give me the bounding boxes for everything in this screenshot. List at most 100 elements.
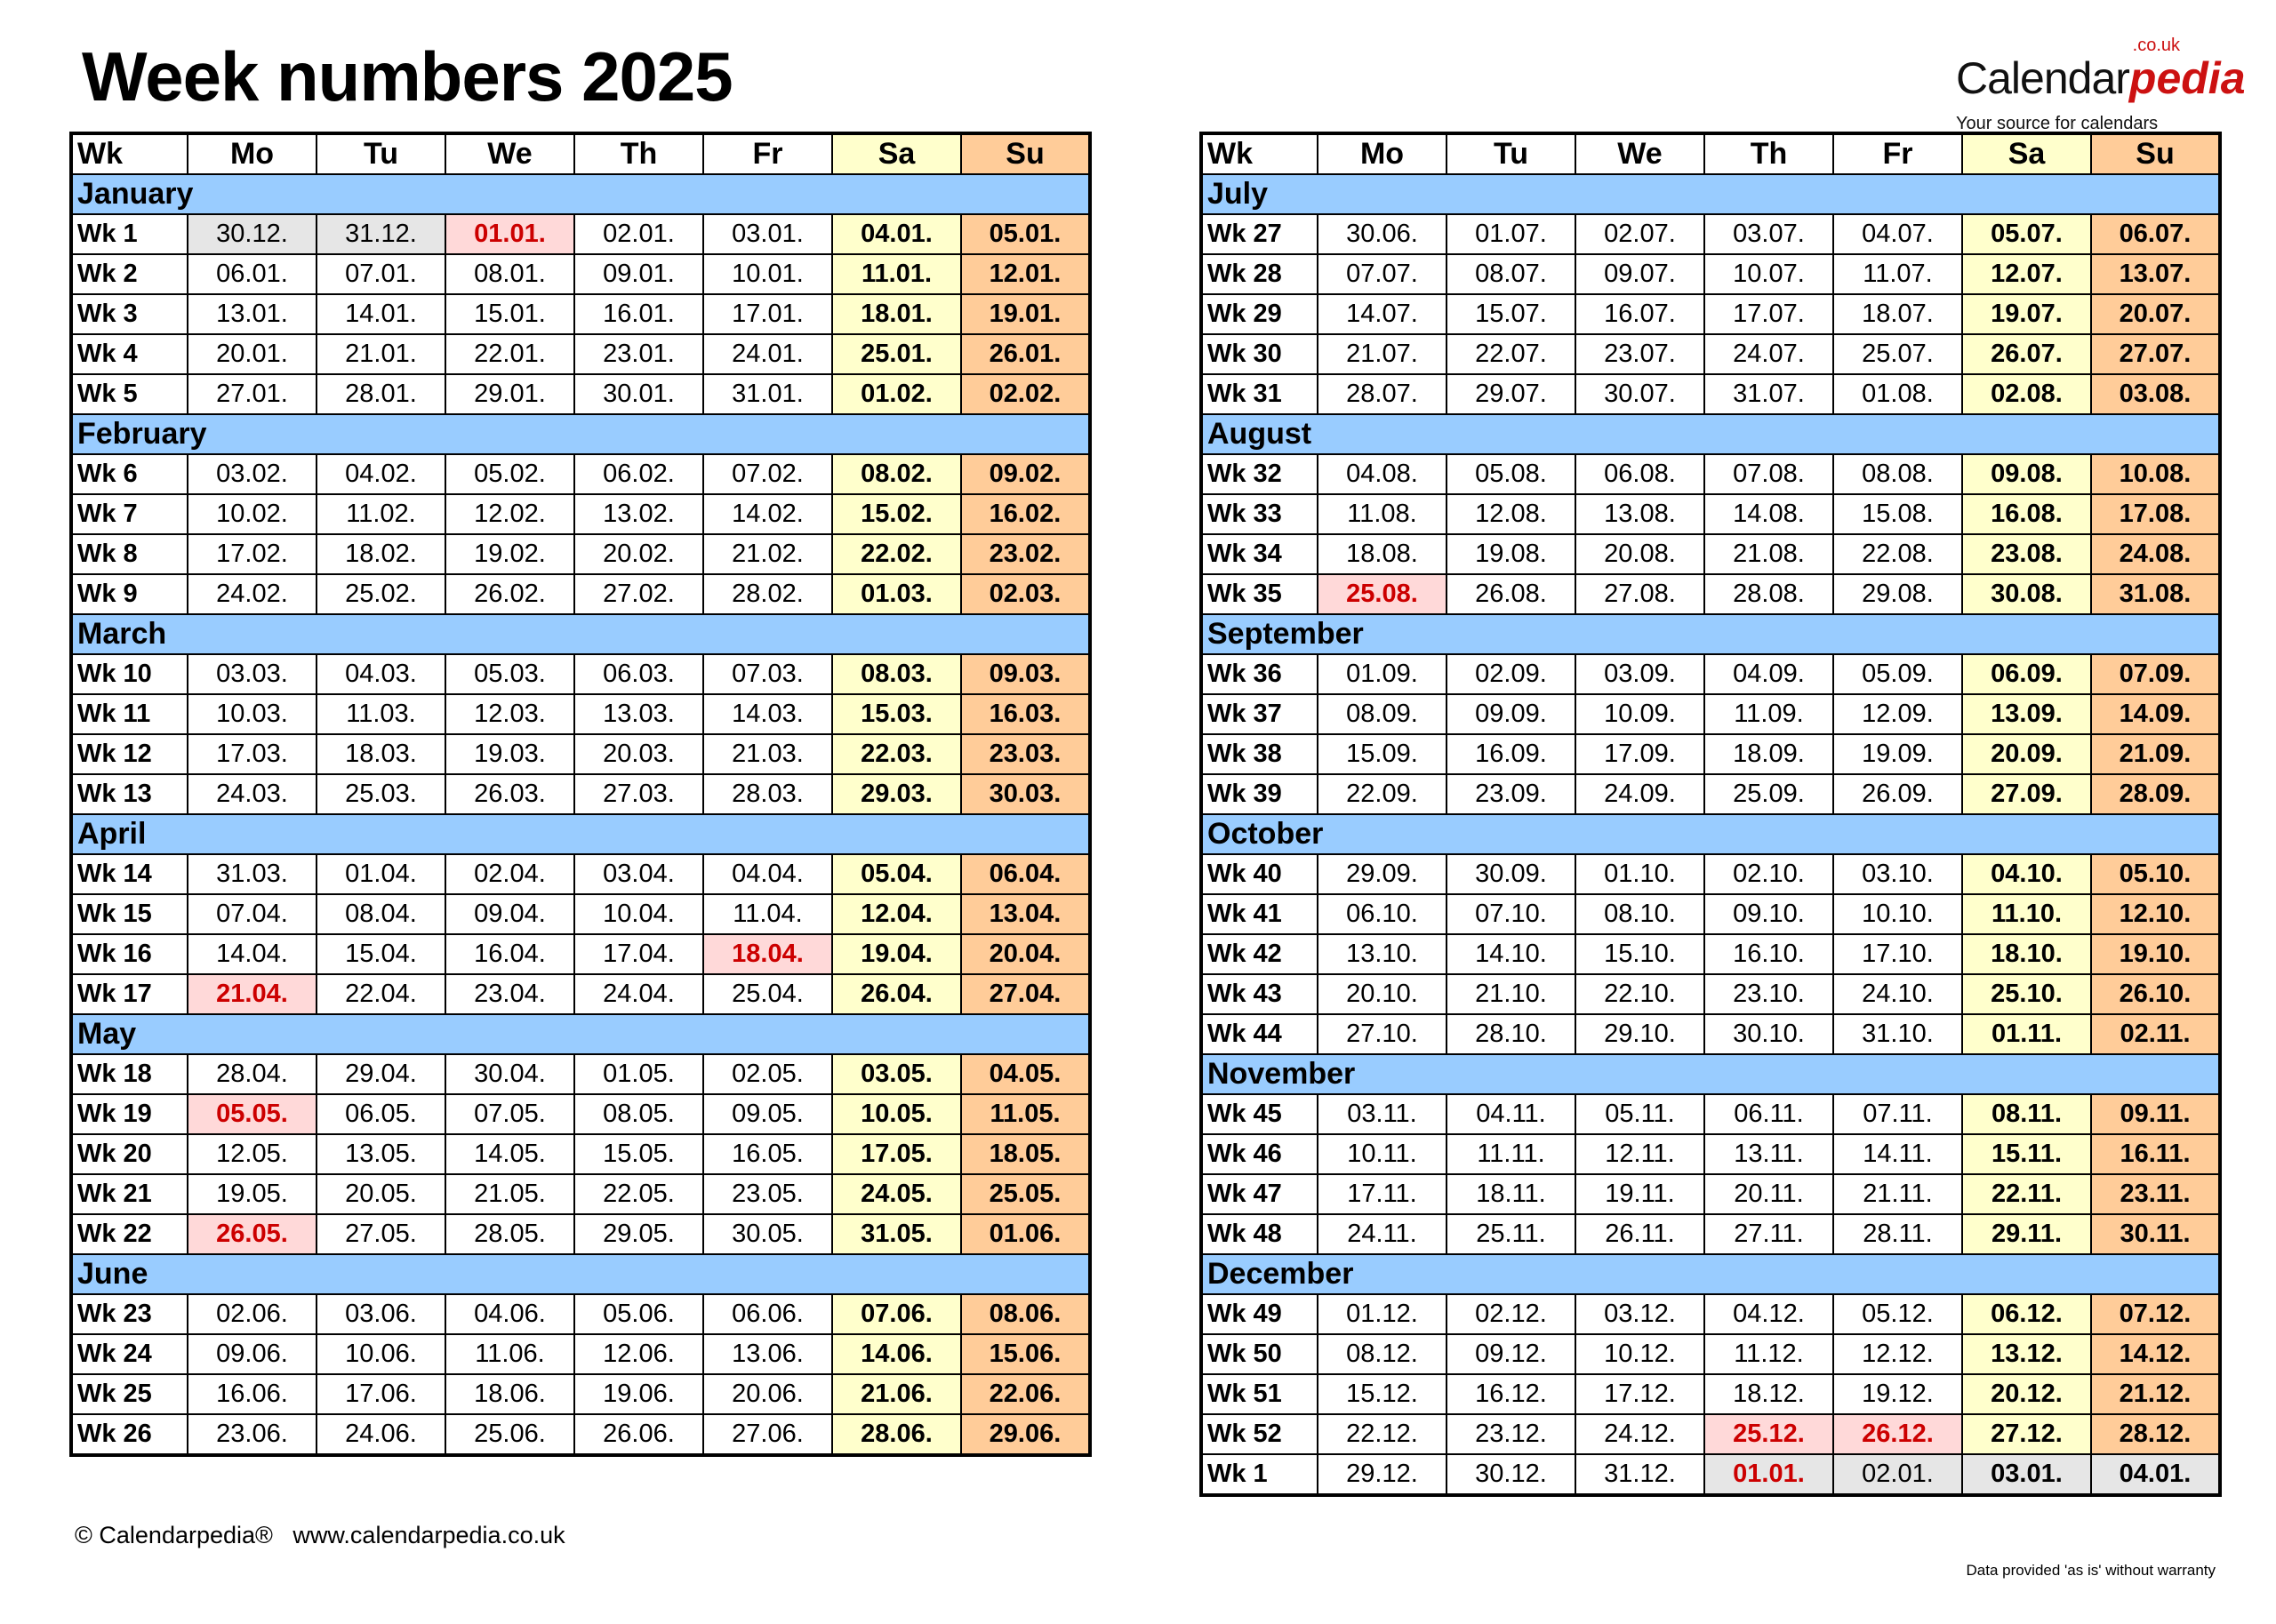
date-cell: 03.12.	[1575, 1293, 1705, 1335]
week-row: Wk 50 08.12. 09.12. 10.12. 11.12. 12.12. 13.12…	[1200, 1333, 2221, 1375]
date-cell: 28.03.	[702, 773, 833, 815]
date-cell: 29.01.	[445, 373, 575, 415]
month-label: June	[70, 1253, 1091, 1295]
date-cell: 28.11.	[1832, 1213, 1963, 1255]
date-cell: 28.12.	[2090, 1413, 2221, 1455]
date-cell: 17.12.	[1575, 1373, 1705, 1415]
week-table-second-half: Wk Mo Tu We Th Fr Sa Su July Wk 27 30.06. 01.07. 02.…	[1199, 132, 2222, 1497]
week-number: Wk 22	[70, 1213, 188, 1255]
month-row: February	[70, 413, 1091, 455]
date-cell: 01.12.	[1317, 1293, 1447, 1335]
week-row: Wk 12 17.03. 18.03. 19.03. 20.03. 21.03. 22.03…	[70, 733, 1091, 775]
week-number: Wk 29	[1200, 293, 1318, 335]
week-row: Wk 11 10.03. 11.03. 12.03. 13.03. 14.03. 15.03…	[70, 693, 1091, 735]
week-row: Wk 19 05.05. 06.05. 07.05. 08.05. 09.05. 10.05…	[70, 1093, 1091, 1135]
date-cell: 15.07.	[1446, 293, 1576, 335]
date-cell: 28.05.	[445, 1213, 575, 1255]
date-cell: 29.06.	[960, 1413, 1091, 1456]
week-number: Wk 10	[70, 653, 188, 695]
week-number: Wk 33	[1200, 493, 1318, 535]
date-cell: 06.05.	[316, 1093, 446, 1135]
week-number: Wk 18	[70, 1053, 188, 1095]
week-row: Wk 42 13.10. 14.10. 15.10. 16.10. 17.10. 18.10…	[1200, 933, 2221, 975]
date-cell: 09.01.	[573, 253, 704, 295]
date-cell: 07.11.	[1832, 1093, 1963, 1135]
date-cell: 22.05.	[573, 1173, 704, 1215]
week-row: Wk 31 28.07. 29.07. 30.07. 31.07. 01.08. 02.08…	[1200, 373, 2221, 415]
date-cell: 24.06.	[316, 1413, 446, 1456]
week-number: Wk 47	[1200, 1173, 1318, 1215]
date-cell: 24.04.	[573, 973, 704, 1015]
week-number: Wk 45	[1200, 1093, 1318, 1135]
header-sa: Sa	[831, 132, 962, 175]
date-cell: 05.08.	[1446, 453, 1576, 495]
date-cell: 13.01.	[187, 293, 317, 335]
date-cell: 01.04.	[316, 853, 446, 895]
date-cell: 08.05.	[573, 1093, 704, 1135]
date-cell: 01.01.	[445, 213, 575, 255]
date-cell: 10.09.	[1575, 693, 1705, 735]
date-cell: 15.05.	[573, 1133, 704, 1175]
date-cell: 10.10.	[1832, 893, 1963, 935]
date-cell: 18.05.	[960, 1133, 1091, 1175]
date-cell: 01.05.	[573, 1053, 704, 1095]
date-cell: 25.07.	[1832, 333, 1963, 375]
date-cell: 18.11.	[1446, 1173, 1576, 1215]
month-label: December	[1200, 1253, 2221, 1295]
date-cell: 07.07.	[1317, 253, 1447, 295]
week-number: Wk 38	[1200, 733, 1318, 775]
date-cell: 03.02.	[187, 453, 317, 495]
date-cell: 17.03.	[187, 733, 317, 775]
date-cell: 13.09.	[1961, 693, 2092, 735]
date-cell: 27.02.	[573, 573, 704, 615]
date-cell: 31.01.	[702, 373, 833, 415]
date-cell: 16.04.	[445, 933, 575, 975]
date-cell: 16.03.	[960, 693, 1091, 735]
date-cell: 09.04.	[445, 893, 575, 935]
week-number: Wk 27	[1200, 213, 1318, 255]
date-cell: 15.03.	[831, 693, 962, 735]
date-cell: 10.01.	[702, 253, 833, 295]
week-number: Wk 3	[70, 293, 188, 335]
date-cell: 30.11.	[2090, 1213, 2221, 1255]
disclaimer: Data provided 'as is' without warranty	[1966, 1562, 2216, 1579]
date-cell: 22.09.	[1317, 773, 1447, 815]
week-number: Wk 14	[70, 853, 188, 895]
date-cell: 28.08.	[1703, 573, 1834, 615]
date-cell: 04.08.	[1317, 453, 1447, 495]
date-cell: 12.03.	[445, 693, 575, 735]
date-cell: 24.12.	[1575, 1413, 1705, 1455]
date-cell: 06.04.	[960, 853, 1091, 895]
date-cell: 05.06.	[573, 1293, 704, 1335]
date-cell: 25.01.	[831, 333, 962, 375]
date-cell: 01.09.	[1317, 653, 1447, 695]
date-cell: 04.06.	[445, 1293, 575, 1335]
date-cell: 26.11.	[1575, 1213, 1705, 1255]
date-cell: 01.02.	[831, 373, 962, 415]
date-cell: 14.09.	[2090, 693, 2221, 735]
date-cell: 21.02.	[702, 533, 833, 575]
date-cell: 03.11.	[1317, 1093, 1447, 1135]
date-cell: 04.09.	[1703, 653, 1834, 695]
date-cell: 19.10.	[2090, 933, 2221, 975]
date-cell: 23.09.	[1446, 773, 1576, 815]
date-cell: 07.04.	[187, 893, 317, 935]
date-cell: 31.03.	[187, 853, 317, 895]
date-cell: 30.08.	[1961, 573, 2092, 615]
month-row: June	[70, 1253, 1091, 1295]
date-cell: 02.03.	[960, 573, 1091, 615]
week-number: Wk 32	[1200, 453, 1318, 495]
date-cell: 23.06.	[187, 1413, 317, 1456]
date-cell: 19.04.	[831, 933, 962, 975]
date-cell: 30.07.	[1575, 373, 1705, 415]
date-cell: 31.12.	[316, 213, 446, 255]
date-cell: 11.11.	[1446, 1133, 1576, 1175]
date-cell: 11.01.	[831, 253, 962, 295]
date-cell: 01.03.	[831, 573, 962, 615]
month-row: September	[1200, 613, 2221, 655]
date-cell: 26.09.	[1832, 773, 1963, 815]
date-cell: 23.03.	[960, 733, 1091, 775]
week-row: Wk 26 23.06. 24.06. 25.06. 26.06. 27.06. 28.06…	[70, 1413, 1091, 1456]
date-cell: 11.08.	[1317, 493, 1447, 535]
week-number: Wk 48	[1200, 1213, 1318, 1255]
